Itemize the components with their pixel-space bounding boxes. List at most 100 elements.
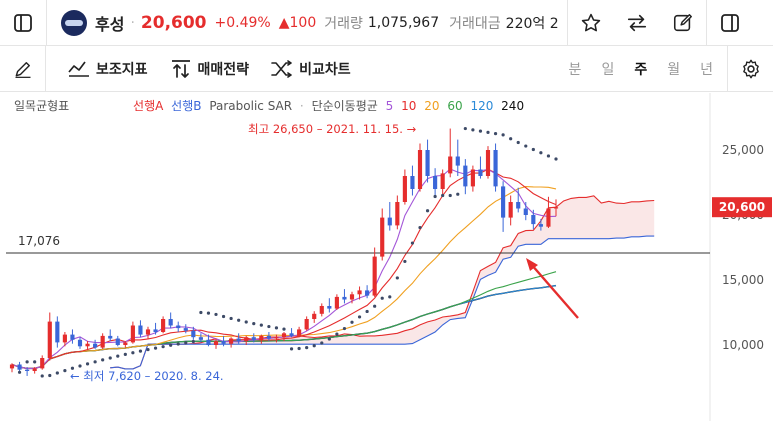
- sar-dot: [40, 374, 44, 378]
- period-year[interactable]: 년: [700, 62, 713, 78]
- sar-dot: [509, 137, 513, 141]
- period-day[interactable]: 일: [601, 62, 615, 78]
- candle-body: [349, 294, 355, 300]
- annotation-arrow-head: [526, 258, 538, 271]
- candle-body: [70, 334, 75, 340]
- candle-body: [176, 325, 181, 329]
- legend-ma10: 10: [401, 99, 417, 113]
- candle-body: [387, 217, 392, 226]
- candle-body: [168, 319, 173, 326]
- indicators-button[interactable]: 보조지표: [68, 59, 148, 79]
- candle-body: [357, 290, 362, 295]
- sar-dot: [350, 320, 354, 324]
- sar-dot: [493, 132, 498, 136]
- candle-body: [546, 208, 551, 227]
- legend-senkou-a: 선행A: [133, 99, 164, 113]
- sar-dot: [471, 128, 475, 132]
- sar-dot: [373, 304, 377, 308]
- candle-body: [485, 150, 491, 176]
- candle-body: [161, 319, 166, 332]
- sar-dot: [17, 370, 22, 374]
- candle-body: [334, 296, 339, 309]
- period-month[interactable]: 월: [667, 62, 681, 78]
- period-minute[interactable]: 분: [568, 62, 582, 78]
- sar-dot: [229, 316, 233, 321]
- change-rate: +0.49%: [214, 14, 271, 31]
- candle-body: [274, 337, 279, 339]
- swap-button[interactable]: [614, 0, 660, 46]
- sar-dot: [395, 276, 399, 280]
- favorite-button[interactable]: [568, 0, 614, 46]
- candle-body: [327, 306, 332, 309]
- candle-body: [123, 342, 128, 345]
- change-value: ▲100: [278, 14, 317, 31]
- sar-dot: [199, 310, 203, 315]
- candle-body: [365, 290, 370, 296]
- sar-dot: [267, 324, 271, 329]
- sar-dot: [531, 147, 535, 152]
- compare-button[interactable]: 비교차트: [271, 59, 351, 79]
- sar-dot: [441, 193, 445, 198]
- strategy-button[interactable]: 매매전략: [170, 59, 249, 79]
- sar-dot: [63, 368, 67, 373]
- sar-dot: [237, 318, 241, 322]
- candle-body: [380, 217, 385, 257]
- period-week[interactable]: 주: [634, 62, 648, 78]
- current-price-label: 20,600: [719, 200, 765, 214]
- sar-dot: [259, 323, 263, 327]
- candle-body: [463, 165, 468, 187]
- stock-summary: 후성 · 20,600 +0.49% ▲100 거래량 1,075,967 거래…: [47, 9, 567, 36]
- legend-ma5: 5: [385, 99, 394, 113]
- candle-body: [410, 176, 415, 189]
- sar-dot: [221, 314, 226, 319]
- candle-body: [9, 364, 15, 369]
- ichimoku-cloud: [110, 195, 655, 369]
- y-tick-label: 10,000: [722, 338, 764, 352]
- candle-body: [25, 369, 30, 371]
- candle-body: [145, 329, 151, 335]
- sidebar-left-button[interactable]: [0, 0, 46, 46]
- candle-body: [62, 334, 67, 343]
- candle-body: [138, 325, 143, 335]
- candle-body: [470, 169, 475, 187]
- sar-dot: [425, 209, 430, 213]
- sar-dot: [312, 344, 316, 348]
- current-price-badge: [712, 197, 772, 218]
- drawing-tool-button[interactable]: [0, 45, 46, 92]
- sidebar-right-icon: [721, 13, 739, 32]
- sar-dot: [289, 347, 294, 351]
- legend-ma60: 60: [447, 99, 463, 113]
- sar-dot: [388, 295, 392, 299]
- sar-dot: [463, 126, 467, 131]
- candle-body: [32, 368, 37, 371]
- candle-body: [523, 208, 528, 215]
- sar-dot: [380, 296, 384, 300]
- sar-dot: [539, 151, 543, 155]
- legend-senkou-b: 선행B: [171, 99, 202, 113]
- sar-dot: [161, 345, 165, 349]
- sar-dot: [214, 312, 218, 317]
- sidebar-left-icon: [14, 13, 32, 32]
- sidebar-right-button[interactable]: [707, 0, 753, 46]
- sar-dot: [131, 351, 135, 355]
- sar-dot: [335, 332, 339, 336]
- candle-body: [372, 256, 377, 296]
- amount-label: 거래대금: [449, 15, 501, 32]
- candle-body: [304, 319, 309, 330]
- sar-dot: [169, 343, 173, 347]
- settings-button[interactable]: [727, 46, 773, 92]
- candle-body: [115, 338, 120, 345]
- candle-body: [85, 343, 90, 347]
- sar-dot: [342, 326, 347, 331]
- sar-dot: [274, 326, 279, 330]
- sar-dot: [146, 347, 150, 352]
- candle-body: [448, 156, 453, 174]
- sar-dot: [486, 130, 490, 135]
- compare-cross-icon: [271, 59, 292, 78]
- candle-body: [312, 313, 317, 319]
- candle-body: [251, 337, 256, 340]
- candle-body: [259, 335, 264, 340]
- edit-button[interactable]: [660, 0, 706, 46]
- edit-icon: [673, 13, 692, 31]
